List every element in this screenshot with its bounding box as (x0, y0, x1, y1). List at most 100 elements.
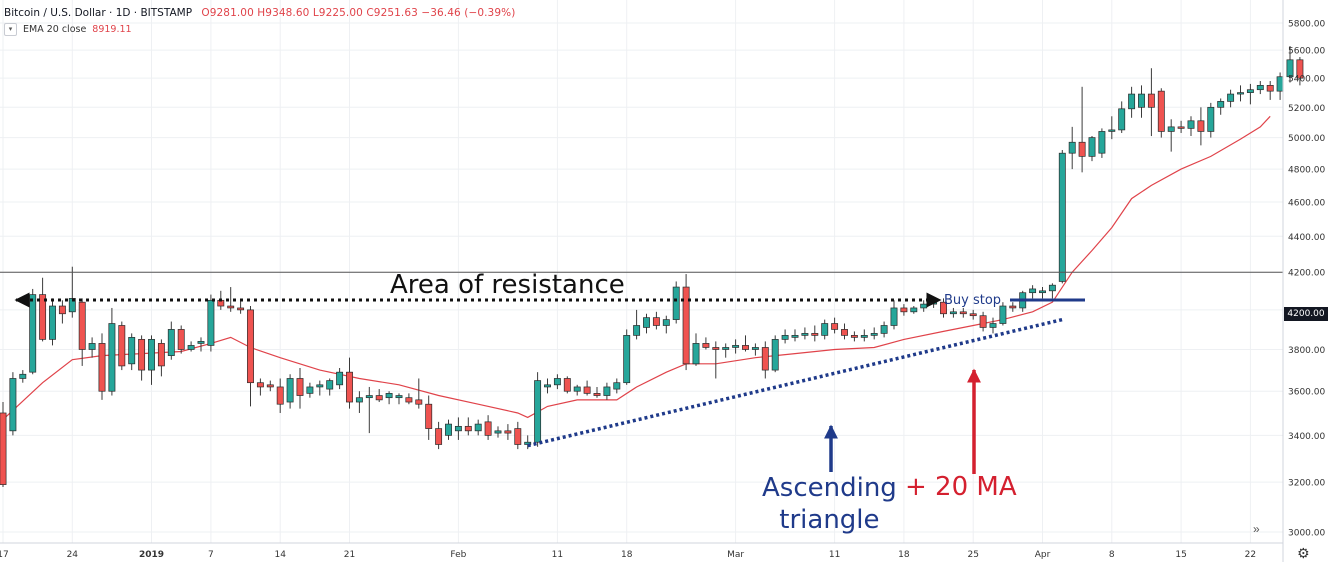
candle-body (1286, 59, 1294, 78)
candle-body (553, 378, 561, 386)
candle-body (1157, 90, 1165, 132)
candle (771, 335, 779, 373)
candle-body (118, 325, 126, 367)
candle-body (445, 423, 452, 436)
candle (1039, 287, 1046, 299)
candle (1009, 302, 1017, 312)
candle-body (771, 339, 779, 371)
indicator-legend: ▾ EMA 20 close 8919.11 (4, 23, 132, 36)
candle (58, 300, 66, 324)
indicator-label[interactable]: EMA 20 close (23, 24, 87, 35)
candle-body (1118, 108, 1126, 131)
candle (534, 372, 542, 447)
candle (445, 419, 452, 440)
candle-body (1058, 152, 1066, 282)
candle-body (1177, 126, 1185, 129)
candle (633, 309, 641, 340)
candle-body (405, 397, 413, 403)
candle-body (702, 343, 710, 348)
candle (405, 393, 413, 405)
candle-body (346, 371, 353, 403)
candle (108, 307, 116, 396)
candle-body (207, 299, 215, 346)
candle-body (603, 386, 611, 396)
candle-body (336, 371, 344, 386)
candle-body (157, 343, 165, 367)
candle (1286, 45, 1294, 83)
candle (88, 337, 96, 358)
candle (78, 298, 86, 366)
candle (316, 380, 324, 396)
x-tick-label: Mar (727, 550, 744, 560)
candle (148, 335, 155, 385)
candle-body (197, 341, 205, 344)
candle (256, 378, 264, 396)
candle-body (1227, 93, 1235, 102)
candle-body (365, 395, 373, 399)
annotations-group (0, 271, 1283, 474)
candle-body (108, 323, 116, 392)
y-tick-label: 4800.00 (1288, 166, 1325, 176)
candle (1098, 128, 1106, 158)
candle-body (306, 386, 314, 394)
chevron-down-icon[interactable]: ▾ (4, 23, 17, 36)
candle-body (1128, 93, 1136, 110)
candle-body (593, 393, 601, 396)
candle (623, 329, 631, 385)
candles-group (0, 45, 1304, 488)
candle (999, 302, 1007, 326)
candle-body (949, 311, 957, 315)
candle-body (761, 347, 769, 371)
candle-body (1246, 89, 1254, 93)
candle (652, 311, 660, 330)
x-tick-label: 21 (344, 550, 355, 560)
candle (1068, 126, 1076, 170)
candle (514, 421, 522, 450)
x-tick-label: 17 (0, 550, 9, 560)
candle-body (633, 325, 641, 336)
candle-body (662, 319, 670, 326)
candle (336, 367, 344, 390)
x-tick-label: 22 (1245, 550, 1256, 560)
candle-body (1167, 126, 1175, 132)
candle-body (910, 307, 918, 313)
candle (1266, 81, 1274, 100)
candle-body (643, 317, 650, 328)
candle-body (395, 395, 403, 399)
candle (1088, 136, 1096, 162)
y-tick-label: 5800.00 (1288, 20, 1325, 30)
ema-line-group (2, 115, 1271, 421)
candle (157, 339, 165, 377)
gear-icon[interactable]: ⚙ (1297, 545, 1310, 561)
candle-body (128, 337, 136, 365)
candle (1187, 116, 1195, 137)
candle-body (692, 343, 700, 365)
candle-body (98, 343, 106, 392)
candle-body (1098, 131, 1106, 154)
candle (395, 393, 403, 405)
candle-body (1078, 141, 1086, 157)
ema-line (2, 115, 1271, 421)
candle (732, 339, 740, 354)
candle (306, 382, 314, 398)
scroll-to-latest-icon[interactable]: » (1253, 522, 1260, 536)
y-tick-label: 3800.00 (1288, 346, 1325, 356)
symbol-title[interactable]: Bitcoin / U.S. Dollar · 1D · BITSTAMP (4, 7, 193, 19)
candle (860, 329, 868, 342)
candle-body (296, 378, 304, 396)
candle-body (9, 378, 17, 432)
candle (19, 370, 27, 383)
candle-body (712, 347, 720, 350)
candle-body (29, 294, 37, 373)
candle-body (1147, 93, 1155, 108)
candle (1246, 83, 1254, 105)
candle (1118, 101, 1126, 133)
candle-body (623, 335, 631, 384)
candle (969, 309, 977, 320)
candle (296, 367, 304, 409)
candle-body (801, 333, 809, 336)
candle (276, 378, 284, 413)
y-tick-label: 4400.00 (1288, 233, 1325, 243)
candle (841, 323, 848, 340)
